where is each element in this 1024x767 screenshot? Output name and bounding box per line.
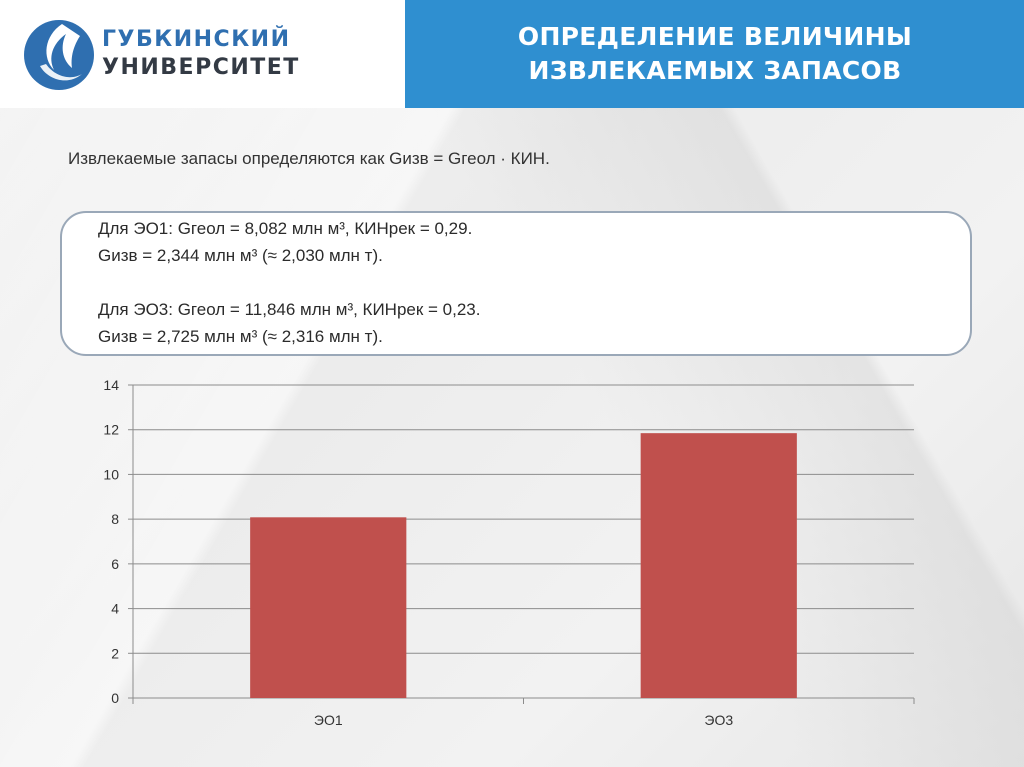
y-tick-label: 10 — [103, 466, 119, 482]
y-tick-label: 8 — [111, 511, 119, 527]
bar-1 — [250, 517, 407, 698]
slide-title-line-1: ОПРЕДЕЛЕНИЕ ВЕЛИЧИНЫ — [517, 22, 913, 51]
logo-line-2: УНИВЕРСИТЕТ — [102, 55, 300, 80]
y-tick-label: 12 — [103, 422, 119, 438]
slide-title: ОПРЕДЕЛЕНИЕ ВЕЛИЧИНЫ ИЗВЛЕКАЕМЫХ ЗАПАСОВ — [440, 20, 990, 88]
y-tick-label: 14 — [103, 377, 119, 393]
intro-text: Извлекаемые запасы определяются как Gизв… — [68, 149, 550, 168]
eo3-line-1: Для ЭО3: Gгеол = 11,846 млн м³, КИНрек =… — [98, 300, 481, 319]
header-title-banner — [405, 0, 1024, 108]
reserves-bar-chart: 0 2 4 6 8 10 12 14 ЭО1 ЭО3 — [103, 377, 915, 728]
university-logo-icon — [24, 20, 94, 90]
eo1-line-2: Gизв = 2,344 млн м³ (≈ 2,030 млн т). — [98, 246, 383, 265]
university-logo-text: ГУБКИНСКИЙ УНИВЕРСИТЕТ — [102, 26, 300, 82]
x-tick-label: ЭО1 — [314, 712, 343, 728]
eo1-line-1: Для ЭО1: Gгеол = 8,082 млн м³, КИНрек = … — [98, 219, 473, 238]
slide-title-line-2: ИЗВЛЕКАЕМЫХ ЗАПАСОВ — [528, 56, 902, 85]
calculation-box: Для ЭО1: Gгеол = 8,082 млн м³, КИНрек = … — [60, 211, 972, 356]
eo3-line-2: Gизв = 2,725 млн м³ (≈ 2,316 млн т). — [98, 327, 383, 346]
x-tick-label: ЭО3 — [704, 712, 733, 728]
logo-line-1: ГУБКИНСКИЙ — [102, 27, 291, 52]
y-tick-label: 4 — [111, 601, 119, 617]
y-tick-label: 0 — [111, 690, 119, 706]
y-tick-label: 6 — [111, 556, 119, 572]
y-tick-label: 2 — [111, 645, 119, 661]
bar-2 — [640, 433, 797, 698]
